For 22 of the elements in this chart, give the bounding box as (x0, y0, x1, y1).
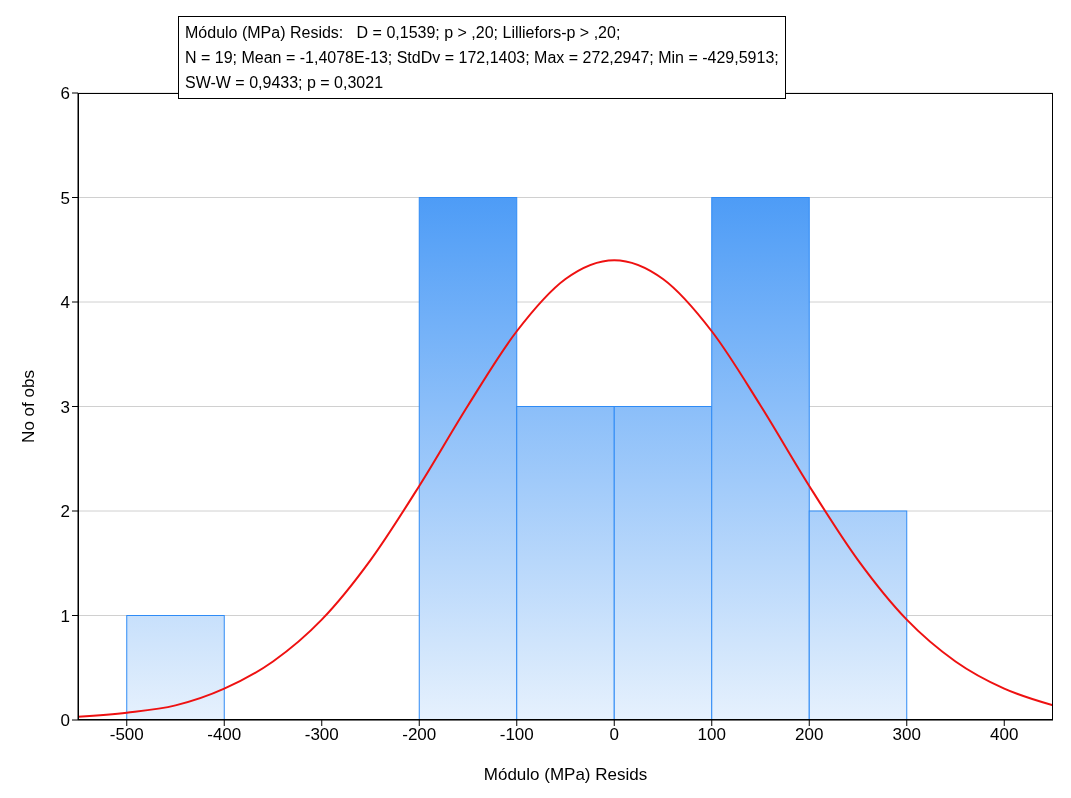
y-tick-label: 5 (60, 188, 70, 208)
x-tick-label: -500 (109, 725, 144, 745)
y-tick-label: 2 (60, 502, 70, 522)
y-tick-label: 3 (60, 397, 70, 417)
x-tick-label: -100 (499, 725, 534, 745)
y-tick-label: 1 (60, 606, 70, 626)
x-tick-label: -400 (207, 725, 242, 745)
x-tick-label: 0 (609, 725, 619, 745)
y-tick-label: 4 (60, 293, 70, 313)
y-tick-label: 6 (60, 84, 70, 104)
text: Módulo (MPa) Resids: D = 0,1539; p > ,20; Lilliefors-p > ,20; (185, 23, 622, 43)
y-axis-title: No of obs (19, 370, 39, 443)
x-tick-label: -200 (402, 725, 437, 745)
x-tick-label: 200 (795, 725, 824, 745)
x-tick-label: 400 (990, 725, 1019, 745)
y-tick-label: 0 (60, 711, 70, 731)
x-tick-label: -300 (304, 725, 339, 745)
x-axis-title: Módulo (MPa) Resids (483, 765, 648, 784)
x-tick-label: 300 (892, 725, 921, 745)
x-tick-label: 100 (697, 725, 726, 745)
text: N = 19; Mean = -1,4078E-13; StdDv = 172,1403; Max = 272,2947; Min = -429,5913; (185, 48, 779, 68)
text: SW-W = 0,9433; p = 0,3021 (185, 73, 385, 93)
